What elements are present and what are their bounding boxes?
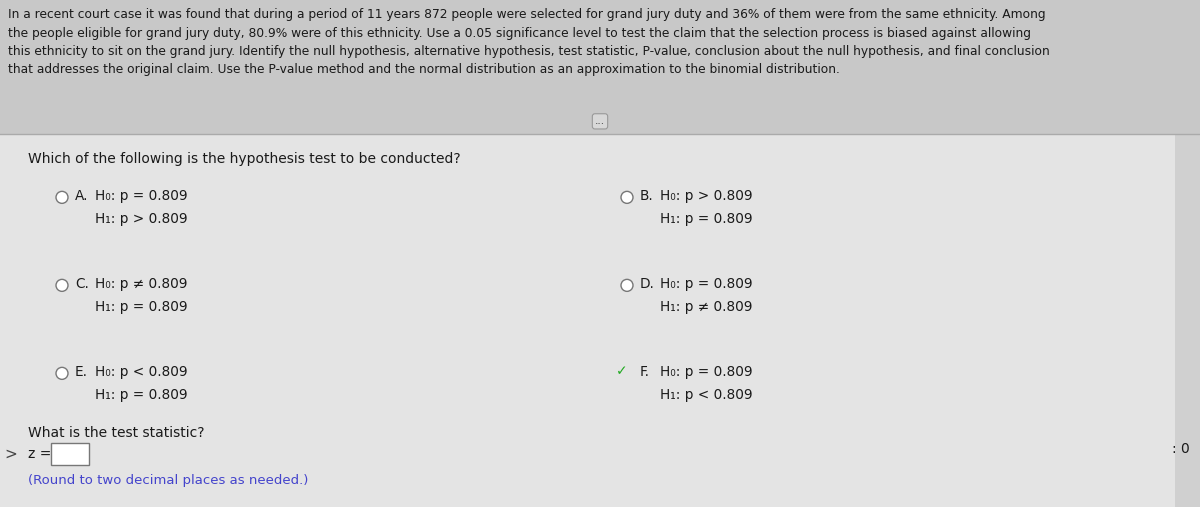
Text: A.: A. (74, 189, 89, 203)
Text: H₁: p = 0.809: H₁: p = 0.809 (95, 300, 187, 314)
Text: F.: F. (640, 366, 650, 379)
Circle shape (56, 368, 68, 379)
Text: : 0: : 0 (1172, 442, 1190, 456)
Text: >: > (4, 447, 17, 462)
Circle shape (56, 279, 68, 292)
Text: H₀: p = 0.809: H₀: p = 0.809 (660, 277, 752, 292)
FancyBboxPatch shape (0, 134, 1200, 507)
Text: H₁: p < 0.809: H₁: p < 0.809 (660, 388, 752, 403)
Text: H₀: p = 0.809: H₀: p = 0.809 (95, 189, 187, 203)
Text: In a recent court case it was found that during a period of 11 years 872 people : In a recent court case it was found that… (8, 8, 1050, 77)
Text: (Round to two decimal places as needed.): (Round to two decimal places as needed.) (28, 474, 308, 487)
Text: H₁: p > 0.809: H₁: p > 0.809 (95, 212, 187, 226)
Text: B.: B. (640, 189, 654, 203)
Text: H₁: p ≠ 0.809: H₁: p ≠ 0.809 (660, 300, 752, 314)
Text: What is the test statistic?: What is the test statistic? (28, 426, 204, 441)
Text: z =: z = (28, 447, 52, 461)
Text: H₀: p < 0.809: H₀: p < 0.809 (95, 366, 187, 379)
Text: E.: E. (74, 366, 88, 379)
Text: C.: C. (74, 277, 89, 292)
FancyBboxPatch shape (1175, 134, 1200, 507)
FancyBboxPatch shape (0, 0, 1200, 134)
Text: H₁: p = 0.809: H₁: p = 0.809 (660, 212, 752, 226)
Text: D.: D. (640, 277, 655, 292)
Circle shape (622, 191, 634, 203)
Text: ...: ... (595, 116, 605, 126)
Text: H₀: p = 0.809: H₀: p = 0.809 (660, 366, 752, 379)
Text: H₀: p ≠ 0.809: H₀: p ≠ 0.809 (95, 277, 187, 292)
Circle shape (56, 191, 68, 203)
Circle shape (622, 279, 634, 292)
Text: H₁: p = 0.809: H₁: p = 0.809 (95, 388, 187, 403)
FancyBboxPatch shape (50, 443, 89, 465)
Text: ✓: ✓ (616, 365, 628, 378)
Text: H₀: p > 0.809: H₀: p > 0.809 (660, 189, 752, 203)
Text: Which of the following is the hypothesis test to be conducted?: Which of the following is the hypothesis… (28, 153, 461, 166)
